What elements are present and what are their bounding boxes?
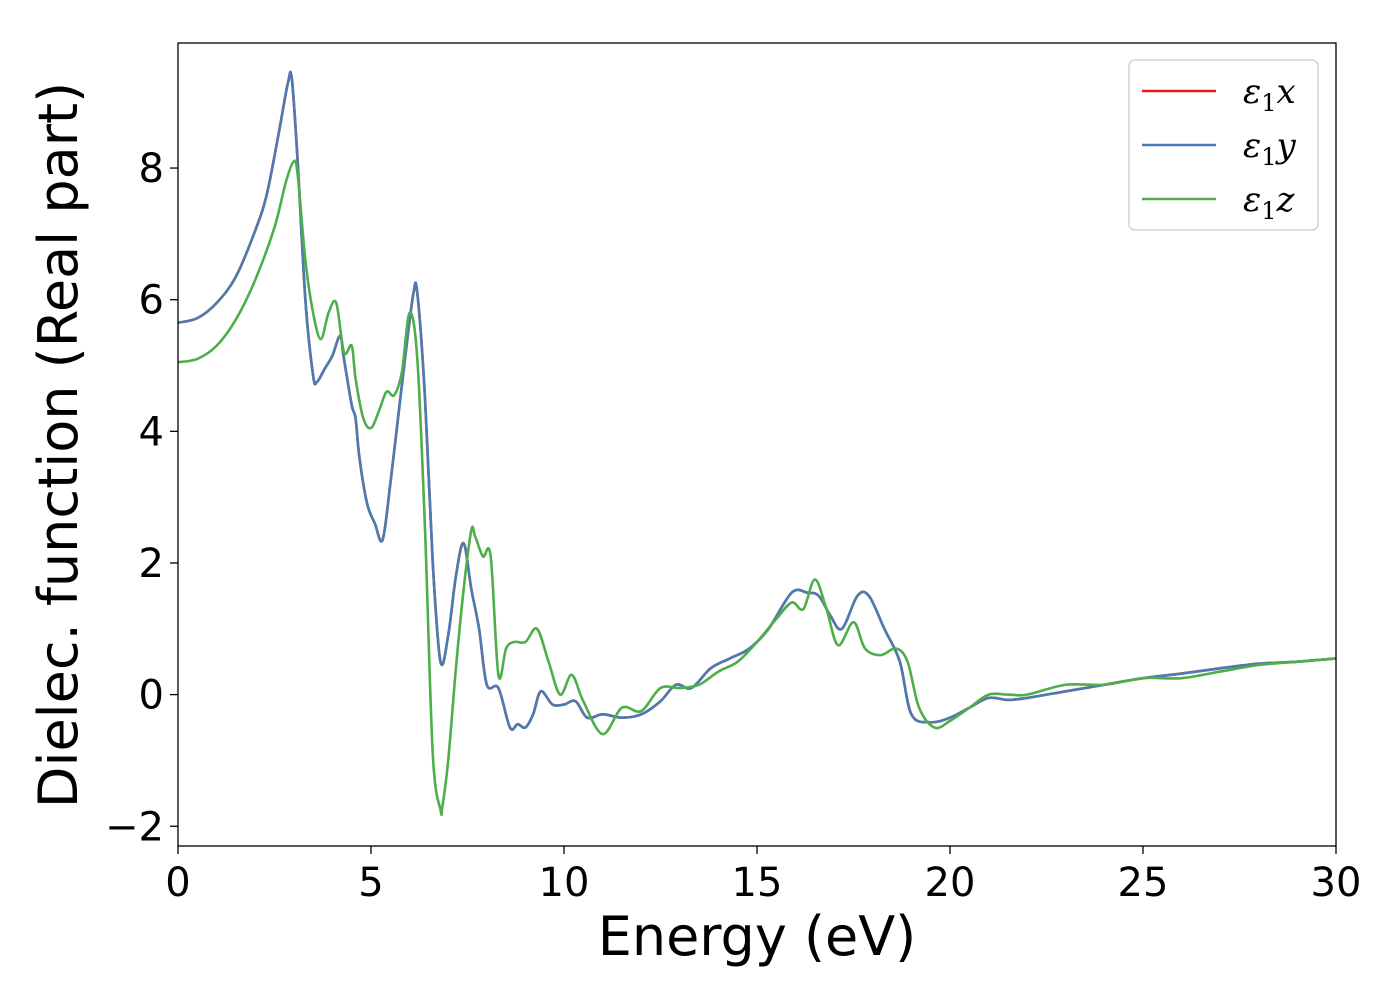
- x-tick-label: 20: [925, 860, 976, 906]
- legend-axis: z: [1276, 180, 1296, 220]
- legend-axis: x: [1277, 72, 1296, 112]
- series-layer: [178, 70, 1336, 817]
- x-tick-label: 10: [539, 860, 590, 906]
- series-line-y: [178, 70, 1336, 731]
- legend-subscript: 1: [1261, 89, 1276, 117]
- legend-subscript: 1: [1261, 197, 1276, 225]
- y-tick-label: 4: [139, 409, 164, 455]
- x-axis-label: Energy (eV): [598, 905, 917, 968]
- series-line-z: [178, 159, 1336, 817]
- legend-axis: y: [1275, 126, 1297, 166]
- x-tick-label: 30: [1311, 860, 1362, 906]
- y-tick-label: 2: [139, 541, 164, 587]
- x-tick-label: 15: [732, 860, 783, 906]
- y-tick-label: −2: [105, 804, 164, 850]
- legend-box: [1128, 59, 1319, 231]
- legend-subscript: 1: [1261, 143, 1276, 171]
- x-tick-label: 0: [165, 860, 190, 906]
- x-tick-label: 25: [1118, 860, 1169, 906]
- legend-label-y: ε1y: [1243, 126, 1297, 171]
- legend-epsilon: ε: [1243, 72, 1261, 112]
- legend-epsilon: ε: [1243, 126, 1261, 166]
- legend-label-z: ε1z: [1243, 180, 1296, 225]
- y-tick-label: 0: [139, 673, 164, 719]
- y-tick-label: 8: [139, 146, 164, 192]
- legend-epsilon: ε: [1243, 180, 1261, 220]
- y-axis-ticks: −2 0 2 4 6 8: [105, 146, 178, 850]
- x-axis-ticks: 0 5 10 15 20 25 30: [165, 846, 1361, 906]
- x-tick-label: 5: [358, 860, 383, 906]
- y-axis-label: Dielec. function (Real part): [27, 82, 90, 808]
- legend-label-x: ε1x: [1243, 72, 1296, 117]
- y-tick-label: 6: [139, 278, 164, 324]
